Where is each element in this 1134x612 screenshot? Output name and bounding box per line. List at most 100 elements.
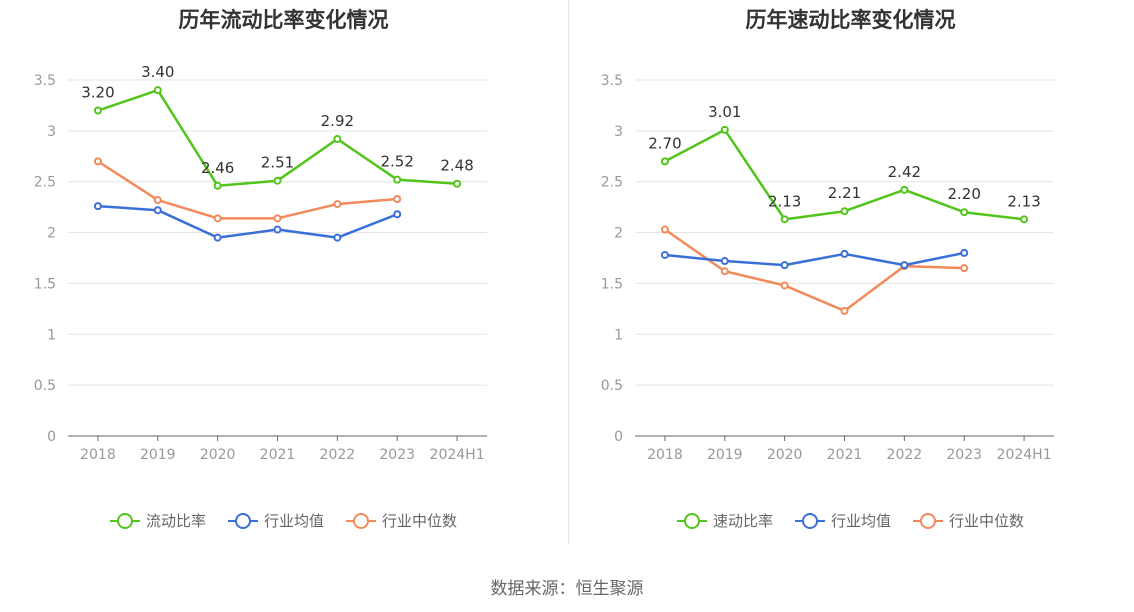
y-tick-label: 3 bbox=[47, 124, 56, 140]
x-tick-label: 2020 bbox=[767, 447, 803, 463]
data-point bbox=[960, 264, 969, 273]
data-point bbox=[660, 157, 669, 166]
x-tick-label: 2018 bbox=[80, 447, 116, 463]
data-label: 3.20 bbox=[81, 84, 114, 102]
data-point bbox=[213, 214, 222, 223]
current-ratio-chart: 0 0.5 1 1.5 2 2.5 3 3.5 2018 2019 2020 2021 2022 2023… bbox=[34, 63, 487, 463]
y-tick-label: 2 bbox=[614, 226, 623, 242]
legend-marker bbox=[227, 512, 258, 529]
data-point bbox=[213, 181, 222, 190]
legend-label: 行业中位数 bbox=[382, 512, 458, 530]
legend-item[interactable]: 行业均值 bbox=[227, 510, 324, 531]
current-ratio-panel: 历年流动比率变化情况 0 0.5 1 1.5 2 2.5 3 3.5 2018 2019 2020 2… bbox=[0, 0, 567, 545]
chart-legend: 速动比率 行业均值 行业中位数 bbox=[567, 510, 1134, 531]
data-point bbox=[333, 200, 342, 209]
data-label: 2.42 bbox=[888, 163, 921, 181]
y-tick-label: 2.5 bbox=[601, 175, 623, 191]
y-tick-label: 3 bbox=[614, 124, 623, 140]
y-tick-label: 1 bbox=[614, 327, 623, 343]
legend-label: 流动比率 bbox=[145, 512, 206, 530]
data-point bbox=[453, 179, 462, 188]
series-line bbox=[97, 160, 398, 220]
data-point bbox=[840, 249, 849, 258]
data-point bbox=[273, 176, 282, 185]
chart-title: 历年流动比率变化情况 bbox=[178, 8, 389, 32]
series-line bbox=[664, 251, 965, 267]
data-point bbox=[213, 233, 222, 242]
y-tick-label: 1 bbox=[47, 327, 56, 343]
x-tick-label: 2022 bbox=[320, 447, 356, 463]
data-point bbox=[840, 306, 849, 315]
data-point bbox=[333, 134, 342, 143]
x-tick-label: 2024H1 bbox=[430, 447, 485, 463]
series-line bbox=[664, 128, 1025, 221]
x-tick-label: 2019 bbox=[140, 447, 176, 463]
x-tick-label: 2022 bbox=[887, 447, 923, 463]
y-tick-label: 0 bbox=[47, 429, 56, 445]
y-tick-label: 0 bbox=[614, 429, 623, 445]
data-source-note: 数据来源：恒生聚源 bbox=[490, 579, 644, 599]
quick-ratio-chart: 0 0.5 1 1.5 2 2.5 3 3.5 2018 2019 2020 2021 2022 2023… bbox=[601, 73, 1054, 463]
data-point bbox=[840, 207, 849, 216]
quick-ratio-panel: 历年速动比率变化情况 0 0.5 1 1.5 2 2.5 3 3.5 2018 2019 2020 2… bbox=[567, 0, 1134, 545]
data-point bbox=[900, 261, 909, 270]
y-tick-label: 1.5 bbox=[601, 276, 623, 292]
data-label: 2.52 bbox=[381, 153, 414, 171]
legend-item[interactable]: 行业均值 bbox=[794, 510, 891, 531]
data-label: 2.13 bbox=[1007, 192, 1040, 210]
x-tick-label: 2023 bbox=[946, 447, 982, 463]
legend-marker bbox=[346, 512, 376, 529]
x-tick-label: 2019 bbox=[707, 447, 743, 463]
legend-marker bbox=[913, 512, 943, 529]
data-point bbox=[900, 185, 909, 194]
data-label: 2.92 bbox=[321, 112, 354, 130]
y-tick-label: 2 bbox=[47, 226, 56, 242]
data-point bbox=[720, 267, 729, 276]
y-tick-label: 3.5 bbox=[601, 73, 623, 89]
data-point bbox=[333, 233, 342, 242]
data-point bbox=[153, 86, 162, 95]
series-line bbox=[97, 204, 398, 239]
data-label: 2.46 bbox=[201, 159, 234, 177]
x-tick-label: 2020 bbox=[200, 447, 236, 463]
data-label: 2.21 bbox=[828, 184, 861, 202]
data-point bbox=[960, 248, 969, 257]
data-label: 3.40 bbox=[141, 63, 174, 81]
data-point bbox=[93, 106, 102, 115]
y-tick-label: 0.5 bbox=[601, 378, 623, 394]
legend-label: 速动比率 bbox=[712, 512, 773, 530]
data-point bbox=[93, 202, 102, 211]
y-tick-label: 1.5 bbox=[34, 276, 56, 292]
legend-label: 行业中位数 bbox=[949, 512, 1025, 530]
legend-item[interactable]: 流动比率 bbox=[109, 510, 206, 531]
data-point bbox=[393, 210, 402, 219]
data-label: 2.13 bbox=[768, 192, 801, 210]
data-point bbox=[153, 196, 162, 205]
legend-item[interactable]: 速动比率 bbox=[676, 510, 773, 531]
data-point bbox=[1020, 215, 1029, 224]
chart-title: 历年速动比率变化情况 bbox=[745, 8, 956, 32]
legend-item[interactable]: 行业中位数 bbox=[913, 510, 1024, 531]
legend-label: 行业均值 bbox=[263, 512, 324, 530]
y-tick-label: 0.5 bbox=[34, 378, 56, 394]
data-point bbox=[720, 125, 729, 134]
data-point bbox=[720, 257, 729, 266]
data-point bbox=[273, 214, 282, 223]
data-label: 3.01 bbox=[708, 103, 741, 121]
panel-divider bbox=[568, 0, 569, 545]
data-point bbox=[660, 225, 669, 234]
x-tick-label: 2021 bbox=[827, 447, 863, 463]
legend-marker bbox=[794, 512, 825, 529]
data-point bbox=[93, 157, 102, 166]
x-tick-label: 2023 bbox=[379, 447, 415, 463]
x-tick-label: 2021 bbox=[260, 447, 296, 463]
data-point bbox=[780, 281, 789, 290]
legend-item[interactable]: 行业中位数 bbox=[346, 510, 457, 531]
data-label: 2.48 bbox=[440, 157, 473, 175]
data-point bbox=[393, 175, 402, 184]
legend-marker bbox=[676, 512, 707, 529]
x-tick-label: 2024H1 bbox=[997, 447, 1052, 463]
legend-marker bbox=[109, 512, 140, 529]
data-point bbox=[273, 225, 282, 234]
data-point bbox=[780, 215, 789, 224]
